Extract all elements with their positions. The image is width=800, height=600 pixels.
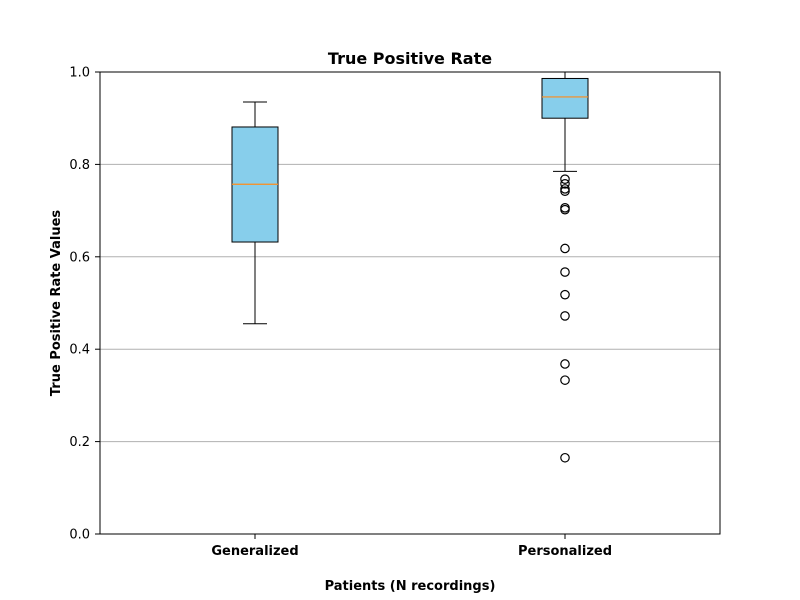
y-axis-label: True Positive Rate Values: [49, 210, 64, 397]
iqr-box: [541, 77, 589, 119]
outlier-point: [560, 267, 570, 277]
y-tick-label: 1.0: [69, 66, 90, 81]
grid-layer: [100, 163, 720, 443]
outlier-point: [560, 289, 570, 300]
y-tick-label: 0.0: [69, 528, 90, 543]
box-personalized: [541, 71, 589, 463]
outlier-point: [560, 452, 570, 463]
y-tick-label: 0.2: [69, 435, 90, 450]
outlier-point: [560, 375, 570, 385]
x-axis-label: Patients (N recordings): [325, 579, 496, 594]
plot-frame: [99, 71, 721, 535]
outlier-point: [560, 311, 570, 321]
outlier-point: [560, 359, 570, 369]
y-tick-label: 0.6: [69, 250, 90, 265]
y-tick-label: 0.4: [69, 343, 90, 358]
y-tick-label: 0.8: [69, 158, 90, 173]
box-generalized: [231, 101, 279, 325]
outlier-point: [560, 243, 570, 254]
outlier-point: [560, 174, 570, 184]
outlier-point: [560, 186, 570, 196]
box-layer: [231, 71, 589, 463]
outlier-point: [560, 204, 570, 215]
outlier-point: [560, 179, 570, 189]
y-axis: 0.0 0.2 0.4 0.6 0.8 1.0: [69, 66, 721, 543]
x-tick-label: Personalized: [518, 544, 612, 559]
chart-title: True Positive Rate: [328, 49, 492, 68]
x-tick-label: Generalized: [211, 544, 298, 559]
x-axis: Generalized Personalized: [211, 534, 612, 559]
